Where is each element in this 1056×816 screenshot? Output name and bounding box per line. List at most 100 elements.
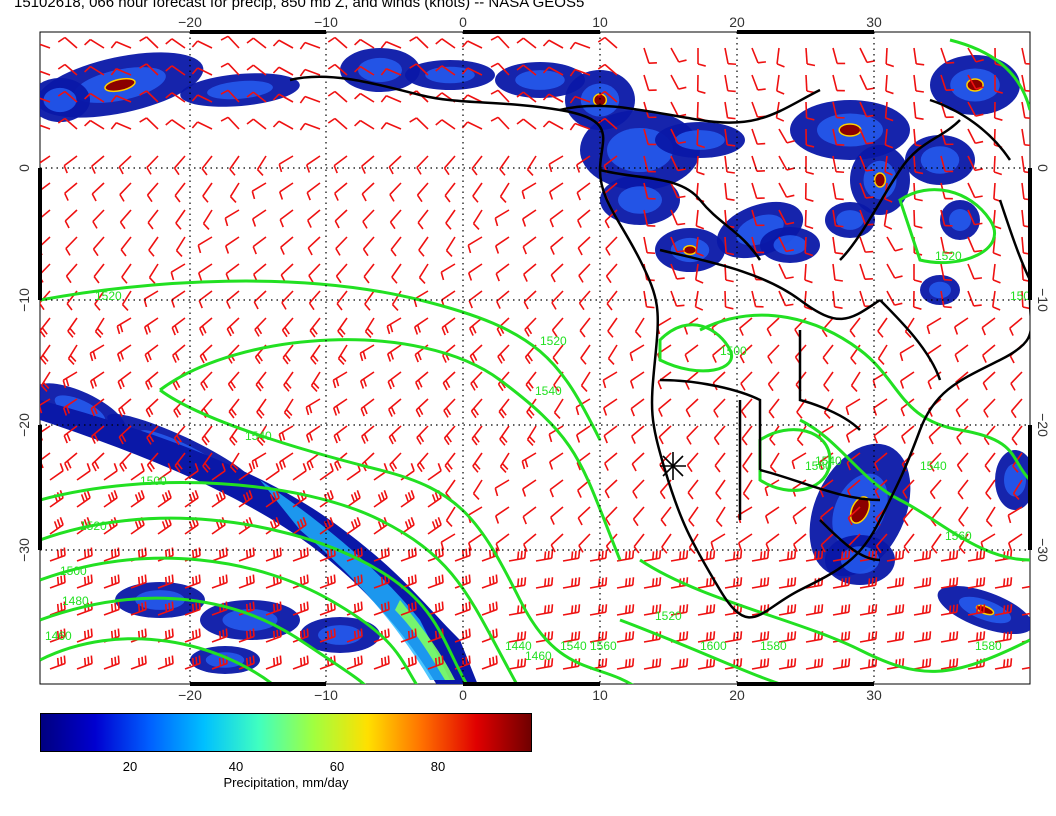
wind-barb: [251, 452, 267, 470]
wind-barb: [211, 628, 228, 643]
wind-barb: [40, 70, 51, 76]
wind-barb: [604, 479, 618, 499]
wind-barb: [467, 533, 483, 551]
wind-barb: [40, 43, 51, 49]
wind-barb: [775, 74, 785, 95]
wind-barb: [993, 101, 1003, 121]
wind-barb: [490, 62, 510, 76]
wind-barb: [40, 97, 51, 103]
wind-barb: [427, 517, 442, 535]
wind-barb: [549, 209, 564, 228]
wind-barb: [832, 550, 851, 562]
wind-barb: [91, 182, 105, 202]
wind-barb: [899, 344, 915, 362]
wind-barb: [670, 290, 685, 307]
wind-barb: [40, 317, 51, 338]
colorbar-tick-label: 80: [430, 759, 446, 774]
contour-labels: 1520152015401540150015201500148014601440…: [45, 249, 1030, 663]
wind-barb: [400, 628, 417, 643]
wind-barb: [121, 263, 132, 284]
wind-barb: [929, 452, 942, 472]
wind-barb: [633, 533, 645, 554]
wind-barb: [40, 344, 51, 365]
lat-tick-right: −20: [1035, 413, 1051, 437]
height-contour: [40, 596, 366, 684]
wind-barb: [363, 263, 375, 284]
precip-cell-inner: [675, 130, 725, 150]
wind-barb: [597, 90, 618, 103]
wind-barb: [847, 506, 861, 526]
wind-barb: [523, 290, 537, 310]
contour-label: 1560: [805, 459, 832, 473]
wind-barb: [281, 290, 294, 310]
wind-barb: [471, 425, 483, 446]
wind-barb: [886, 604, 905, 616]
wind-barb: [832, 155, 845, 174]
wind-barb: [346, 655, 363, 670]
wind-barb: [602, 398, 618, 416]
wind-barb: [850, 371, 861, 392]
wind-barb: [272, 39, 294, 49]
wind-barb: [157, 574, 174, 589]
wind-barb: [251, 182, 267, 200]
lon-tick-bottom: −20: [178, 687, 202, 700]
wind-barb: [427, 490, 442, 508]
wind-barb: [327, 90, 348, 103]
wind-barb: [499, 155, 510, 176]
wind-barb: [57, 63, 78, 76]
contour-label: 1520: [95, 289, 122, 303]
wind-barb: [913, 631, 932, 643]
wind-barb: [170, 263, 186, 281]
wind-barb: [670, 263, 685, 280]
wind-barb: [778, 550, 797, 562]
precip-cell-inner: [773, 235, 807, 255]
wind-barb: [319, 574, 336, 589]
wind-barb: [103, 490, 118, 508]
wind-barb: [929, 479, 942, 500]
wind-barb: [524, 317, 537, 337]
wind-barb: [173, 425, 186, 446]
wind-barb: [494, 479, 510, 497]
wind-barb: [696, 128, 706, 149]
wind-barb: [569, 122, 591, 131]
wind-barb: [670, 74, 687, 90]
lat-tick-left: 0: [16, 164, 32, 172]
wind-barb: [940, 236, 953, 254]
wind-barb: [1012, 479, 1023, 500]
wind-barb: [823, 398, 834, 419]
wind-barb: [859, 658, 878, 670]
wind-barb: [521, 452, 537, 470]
wind-barb: [994, 577, 1013, 589]
wind-barb: [913, 101, 924, 120]
wind-barb: [468, 290, 483, 309]
wind-barb: [103, 463, 118, 481]
wind-barb: [670, 550, 689, 562]
wind-barb: [110, 41, 132, 49]
wind-barb: [694, 290, 704, 311]
wind-barb: [940, 550, 959, 562]
wind-barb: [605, 263, 618, 284]
wind-barb: [696, 74, 706, 94]
wind-barb: [400, 463, 415, 481]
wind-barb: [953, 317, 969, 335]
wind-barb: [994, 604, 1013, 616]
wind-barb: [629, 344, 645, 362]
wind-barb: [629, 371, 645, 389]
contour-label: 1500: [60, 564, 87, 578]
wind-barb: [832, 209, 844, 228]
height-contour: [699, 313, 1030, 482]
wind-barb: [494, 236, 510, 254]
wind-barb: [597, 63, 618, 76]
wind-barb: [146, 425, 159, 445]
wind-barb: [332, 398, 348, 416]
wind-barb: [409, 63, 429, 76]
wind-barb: [145, 371, 159, 390]
wind-barb: [118, 398, 132, 417]
lon-tick-top: −20: [178, 14, 202, 30]
wind-barb: [516, 37, 537, 49]
contour-label: 1580: [760, 639, 787, 653]
lon-tick-bottom: 30: [866, 687, 882, 700]
wind-barb: [110, 68, 132, 76]
wind-barb: [955, 398, 969, 418]
wind-barb: [940, 631, 959, 643]
